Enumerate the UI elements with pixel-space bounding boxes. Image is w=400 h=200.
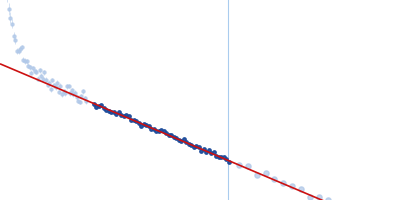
Point — [280, 182, 286, 185]
Point — [262, 172, 269, 175]
Point — [195, 146, 202, 149]
Point — [213, 154, 219, 157]
Point — [125, 115, 132, 118]
Point — [123, 114, 129, 117]
Point — [205, 149, 212, 152]
Point — [185, 142, 192, 146]
Point — [183, 140, 189, 143]
Point — [170, 136, 177, 139]
Point — [298, 188, 304, 191]
Point — [175, 139, 182, 142]
Point — [223, 157, 229, 160]
Point — [271, 177, 278, 180]
Point — [145, 125, 152, 128]
Point — [140, 122, 147, 125]
Point — [110, 111, 117, 114]
Point — [153, 129, 159, 132]
Point — [143, 123, 149, 126]
Point — [90, 102, 97, 105]
Point — [203, 150, 209, 153]
Point — [115, 111, 122, 114]
Point — [245, 164, 251, 167]
Point — [220, 156, 227, 159]
Point — [138, 124, 144, 127]
Point — [193, 145, 199, 148]
Point — [160, 130, 167, 133]
Point — [135, 121, 142, 124]
Point — [225, 160, 232, 164]
Point — [208, 151, 214, 155]
Point — [236, 163, 242, 166]
Point — [198, 149, 204, 152]
Point — [289, 185, 295, 188]
Point — [130, 118, 137, 122]
Point — [324, 198, 331, 200]
Point — [155, 130, 162, 133]
Point — [95, 104, 102, 107]
Point — [218, 155, 224, 159]
Point — [200, 148, 207, 151]
Point — [148, 127, 154, 130]
Point — [98, 103, 104, 106]
Point — [128, 118, 134, 121]
Point — [210, 151, 217, 154]
Point — [108, 110, 114, 114]
Point — [120, 114, 127, 118]
Point — [150, 127, 157, 131]
Point — [103, 108, 109, 111]
Point — [173, 137, 179, 140]
Point — [307, 196, 313, 199]
Point — [168, 134, 174, 137]
Point — [188, 144, 194, 147]
Point — [180, 137, 187, 140]
Point — [163, 132, 169, 135]
Point — [165, 133, 172, 136]
Point — [105, 110, 112, 113]
Point — [178, 139, 184, 142]
Point — [190, 145, 197, 148]
Point — [113, 113, 119, 116]
Point — [316, 195, 322, 198]
Point — [133, 119, 139, 122]
Point — [158, 129, 164, 132]
Point — [93, 105, 99, 108]
Point — [215, 155, 222, 158]
Point — [100, 106, 107, 110]
Point — [254, 173, 260, 177]
Point — [118, 114, 124, 117]
